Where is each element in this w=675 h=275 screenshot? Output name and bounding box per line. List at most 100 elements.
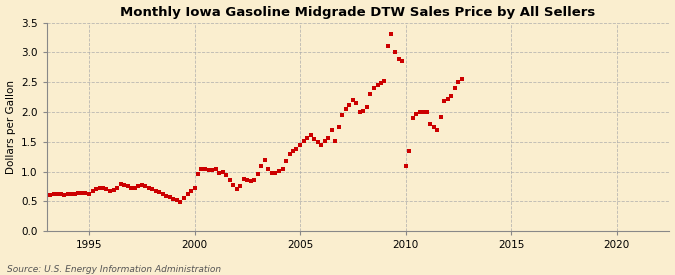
Point — [207, 167, 217, 172]
Point — [277, 167, 288, 171]
Point — [90, 187, 101, 192]
Point — [394, 57, 404, 62]
Point — [70, 191, 80, 196]
Point — [400, 163, 411, 168]
Point — [119, 183, 130, 187]
Point — [389, 50, 400, 54]
Point — [73, 191, 84, 195]
Point — [59, 192, 70, 197]
Point — [49, 191, 59, 196]
Point — [435, 114, 446, 119]
Point — [298, 138, 309, 143]
Point — [165, 195, 176, 199]
Point — [66, 192, 77, 196]
Point — [189, 186, 200, 191]
Point — [316, 142, 327, 147]
Point — [210, 166, 221, 171]
Text: Source: U.S. Energy Information Administration: Source: U.S. Energy Information Administ… — [7, 265, 221, 274]
Point — [235, 184, 246, 189]
Point — [111, 185, 122, 190]
Point — [77, 191, 88, 195]
Point — [351, 101, 362, 105]
Point — [196, 167, 207, 171]
Point — [182, 191, 193, 196]
Point — [407, 116, 418, 120]
Point — [354, 110, 365, 114]
Point — [397, 59, 408, 64]
Point — [319, 138, 330, 143]
Point — [45, 193, 56, 198]
Point — [284, 152, 295, 156]
Point — [214, 170, 225, 175]
Point — [256, 164, 267, 168]
Point — [105, 188, 115, 193]
Point — [330, 138, 341, 143]
Point — [453, 80, 464, 84]
Point — [252, 172, 263, 176]
Point — [161, 194, 172, 198]
Point — [55, 192, 66, 196]
Point — [186, 188, 196, 193]
Point — [414, 110, 425, 114]
Point — [63, 192, 74, 196]
Point — [312, 139, 323, 144]
Point — [246, 179, 256, 183]
Point — [115, 182, 126, 186]
Point — [291, 147, 302, 151]
Point — [362, 105, 373, 109]
Y-axis label: Dollars per Gallon: Dollars per Gallon — [5, 80, 16, 174]
Point — [80, 191, 91, 195]
Point — [157, 192, 168, 196]
Point — [375, 81, 386, 86]
Point — [147, 187, 158, 192]
Point — [404, 148, 414, 153]
Point — [192, 172, 203, 176]
Point — [432, 128, 443, 132]
Point — [224, 178, 235, 183]
Point — [263, 166, 274, 171]
Point — [295, 142, 306, 147]
Title: Monthly Iowa Gasoline Midgrade DTW Sales Price by All Sellers: Monthly Iowa Gasoline Midgrade DTW Sales… — [120, 6, 596, 18]
Point — [337, 113, 348, 117]
Point — [425, 122, 435, 126]
Point — [281, 159, 292, 163]
Point — [217, 169, 228, 174]
Point — [411, 112, 422, 116]
Point — [323, 135, 333, 140]
Point — [288, 149, 298, 153]
Point — [84, 191, 95, 196]
Point — [421, 110, 432, 114]
Point — [379, 79, 390, 83]
Point — [326, 128, 337, 132]
Point — [456, 77, 467, 81]
Point — [154, 190, 165, 195]
Point — [108, 188, 119, 192]
Point — [249, 178, 260, 183]
Point — [203, 168, 214, 172]
Point — [200, 167, 211, 171]
Point — [171, 197, 182, 202]
Point — [242, 178, 252, 183]
Point — [179, 196, 190, 200]
Point — [101, 187, 112, 192]
Point — [168, 197, 179, 201]
Point — [87, 189, 98, 193]
Point — [136, 183, 147, 188]
Point — [340, 107, 351, 111]
Point — [358, 109, 369, 114]
Point — [143, 185, 154, 190]
Point — [383, 44, 394, 49]
Point — [386, 32, 397, 37]
Point — [133, 184, 144, 189]
Point — [238, 177, 249, 182]
Point — [175, 200, 186, 204]
Point — [259, 157, 270, 162]
Point — [348, 98, 358, 102]
Point — [442, 97, 453, 101]
Point — [232, 187, 242, 191]
Point — [151, 188, 161, 193]
Point — [369, 86, 379, 90]
Point — [273, 169, 284, 173]
Point — [344, 103, 354, 107]
Point — [439, 99, 450, 103]
